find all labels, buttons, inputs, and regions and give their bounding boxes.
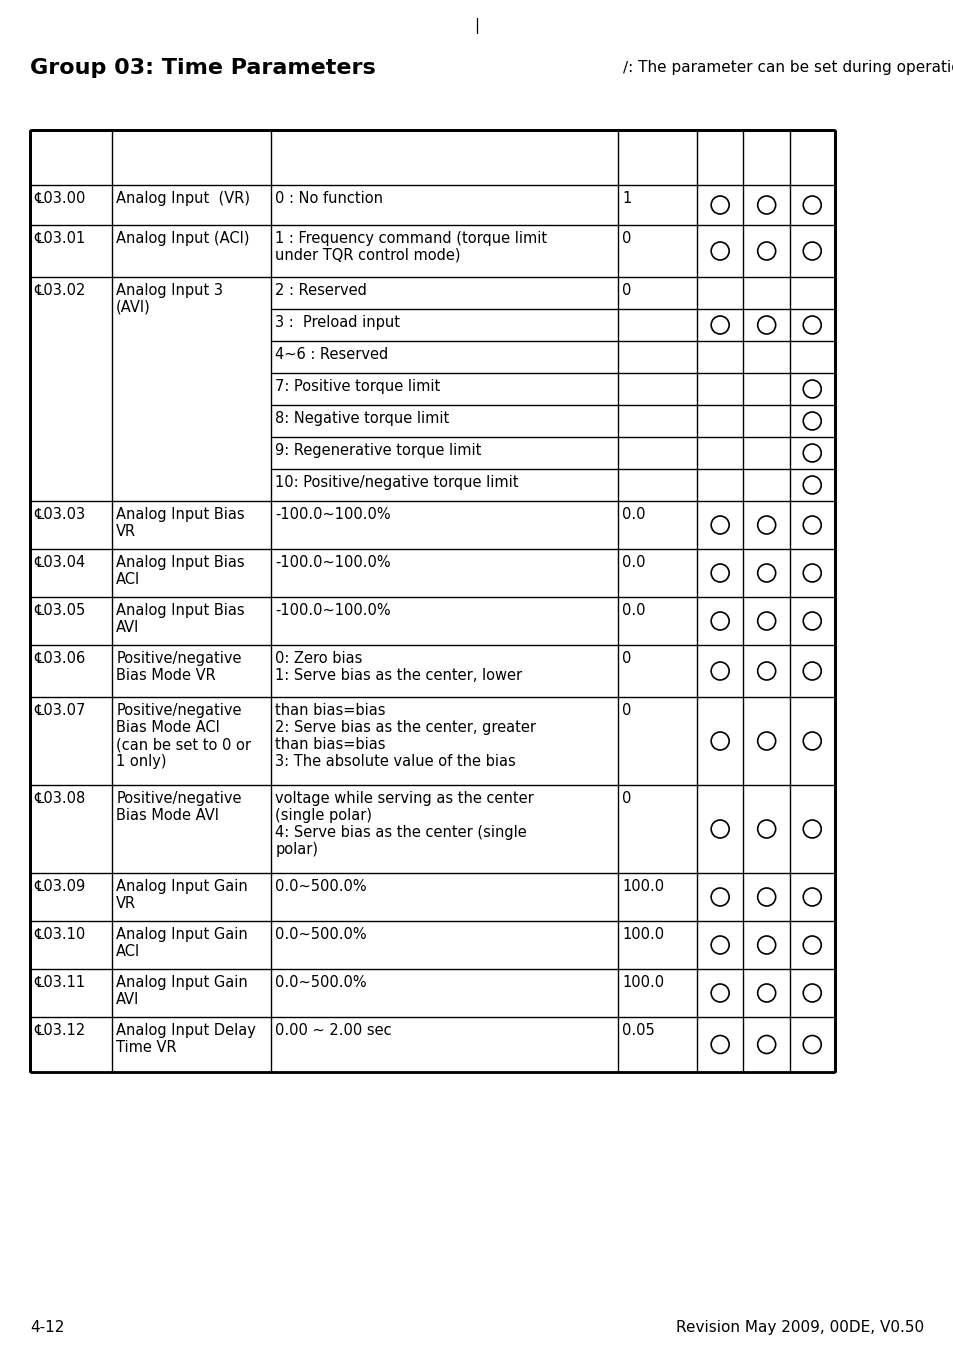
Text: 0.05: 0.05: [621, 1023, 655, 1038]
Text: 0.0: 0.0: [621, 603, 645, 618]
Text: 100.0: 100.0: [621, 927, 663, 942]
Text: 1 : Frequency command (torque limit: 1 : Frequency command (torque limit: [275, 231, 547, 246]
Text: ACI: ACI: [116, 944, 140, 958]
Text: ℄03.11: ℄03.11: [34, 975, 85, 990]
Text: Positive/negative: Positive/negative: [116, 703, 241, 718]
Text: ℄03.04: ℄03.04: [34, 555, 85, 570]
Text: 4~6 : Reserved: 4~6 : Reserved: [275, 347, 388, 362]
Text: 2 : Reserved: 2 : Reserved: [275, 284, 367, 298]
Text: 9: Regenerative torque limit: 9: Regenerative torque limit: [275, 443, 481, 458]
Text: (AVI): (AVI): [116, 300, 151, 315]
Text: Analog Input Gain: Analog Input Gain: [116, 927, 248, 942]
Text: Analog Input 3: Analog Input 3: [116, 284, 223, 298]
Text: VR: VR: [116, 524, 136, 539]
Text: 0: 0: [621, 231, 631, 246]
Text: 1 only): 1 only): [116, 755, 167, 770]
Text: Analog Input Bias: Analog Input Bias: [116, 555, 245, 570]
Text: Positive/negative: Positive/negative: [116, 791, 241, 806]
Text: Analog Input Bias: Analog Input Bias: [116, 603, 245, 618]
Text: 0: 0: [621, 651, 631, 666]
Text: 3: The absolute value of the bias: 3: The absolute value of the bias: [275, 755, 516, 770]
Text: ℄03.12: ℄03.12: [34, 1023, 85, 1038]
Text: Analog Input Gain: Analog Input Gain: [116, 879, 248, 894]
Text: ℄03.08: ℄03.08: [34, 791, 85, 806]
Text: 1: 1: [621, 190, 631, 207]
Text: Revision May 2009, 00DE, V0.50: Revision May 2009, 00DE, V0.50: [675, 1320, 923, 1335]
Text: -100.0~100.0%: -100.0~100.0%: [275, 555, 391, 570]
Text: 0: 0: [621, 284, 631, 298]
Text: ∕: The parameter can be set during operation.: ∕: The parameter can be set during opera…: [622, 59, 953, 76]
Text: 4-12: 4-12: [30, 1320, 64, 1335]
Text: (can be set to 0 or: (can be set to 0 or: [116, 737, 251, 752]
Text: Analog Input (ACI): Analog Input (ACI): [116, 231, 250, 246]
Text: 7: Positive torque limit: 7: Positive torque limit: [275, 379, 440, 394]
Text: ℄03.00: ℄03.00: [34, 190, 85, 207]
Text: 100.0: 100.0: [621, 879, 663, 894]
Text: 0.0: 0.0: [621, 555, 645, 570]
Text: 0: 0: [621, 703, 631, 718]
Text: 0.0: 0.0: [621, 508, 645, 522]
Text: ℄03.02: ℄03.02: [34, 284, 85, 298]
Text: Bias Mode VR: Bias Mode VR: [116, 668, 215, 683]
Text: 8: Negative torque limit: 8: Negative torque limit: [275, 410, 449, 427]
Text: AVI: AVI: [116, 620, 139, 634]
Text: 1: Serve bias as the center, lower: 1: Serve bias as the center, lower: [275, 668, 522, 683]
Text: 100.0: 100.0: [621, 975, 663, 990]
Text: Analog Input Bias: Analog Input Bias: [116, 508, 245, 522]
Text: ℄03.05: ℄03.05: [34, 603, 85, 618]
Text: 0.0~500.0%: 0.0~500.0%: [275, 879, 367, 894]
Text: (single polar): (single polar): [275, 809, 372, 824]
Text: -100.0~100.0%: -100.0~100.0%: [275, 508, 391, 522]
Text: Group 03: Time Parameters: Group 03: Time Parameters: [30, 58, 375, 78]
Text: under TQR control mode): under TQR control mode): [275, 248, 460, 263]
Text: 4: Serve bias as the center (single: 4: Serve bias as the center (single: [275, 825, 527, 840]
Text: 10: Positive/negative torque limit: 10: Positive/negative torque limit: [275, 475, 518, 490]
Text: voltage while serving as the center: voltage while serving as the center: [275, 791, 534, 806]
Text: 0.0~500.0%: 0.0~500.0%: [275, 975, 367, 990]
Text: Bias Mode ACI: Bias Mode ACI: [116, 720, 220, 734]
Text: ℄03.09: ℄03.09: [34, 879, 85, 894]
Text: VR: VR: [116, 896, 136, 911]
Text: ℄03.06: ℄03.06: [34, 651, 85, 666]
Text: -100.0~100.0%: -100.0~100.0%: [275, 603, 391, 618]
Text: AVI: AVI: [116, 992, 139, 1007]
Text: ℄03.10: ℄03.10: [34, 927, 85, 942]
Text: 0: Zero bias: 0: Zero bias: [275, 651, 362, 666]
Text: ACI: ACI: [116, 572, 140, 587]
Text: Positive/negative: Positive/negative: [116, 651, 241, 666]
Text: Bias Mode AVI: Bias Mode AVI: [116, 809, 219, 824]
Text: ℄03.07: ℄03.07: [34, 703, 85, 718]
Text: 3 :  Preload input: 3 : Preload input: [275, 315, 400, 329]
Text: Analog Input  (VR): Analog Input (VR): [116, 190, 250, 207]
Text: polar): polar): [275, 842, 318, 857]
Text: 0: 0: [621, 791, 631, 806]
Text: 2: Serve bias as the center, greater: 2: Serve bias as the center, greater: [275, 720, 536, 734]
Text: 0.0~500.0%: 0.0~500.0%: [275, 927, 367, 942]
Text: Time VR: Time VR: [116, 1040, 176, 1054]
Text: than bias=bias: than bias=bias: [275, 703, 385, 718]
Text: ℄03.01: ℄03.01: [34, 231, 85, 246]
Text: 0.00 ~ 2.00 sec: 0.00 ~ 2.00 sec: [275, 1023, 392, 1038]
Text: |: |: [474, 18, 479, 34]
Text: Analog Input Delay: Analog Input Delay: [116, 1023, 255, 1038]
Text: Analog Input Gain: Analog Input Gain: [116, 975, 248, 990]
Text: 0 : No function: 0 : No function: [275, 190, 383, 207]
Text: than bias=bias: than bias=bias: [275, 737, 385, 752]
Text: ℄03.03: ℄03.03: [34, 508, 85, 522]
